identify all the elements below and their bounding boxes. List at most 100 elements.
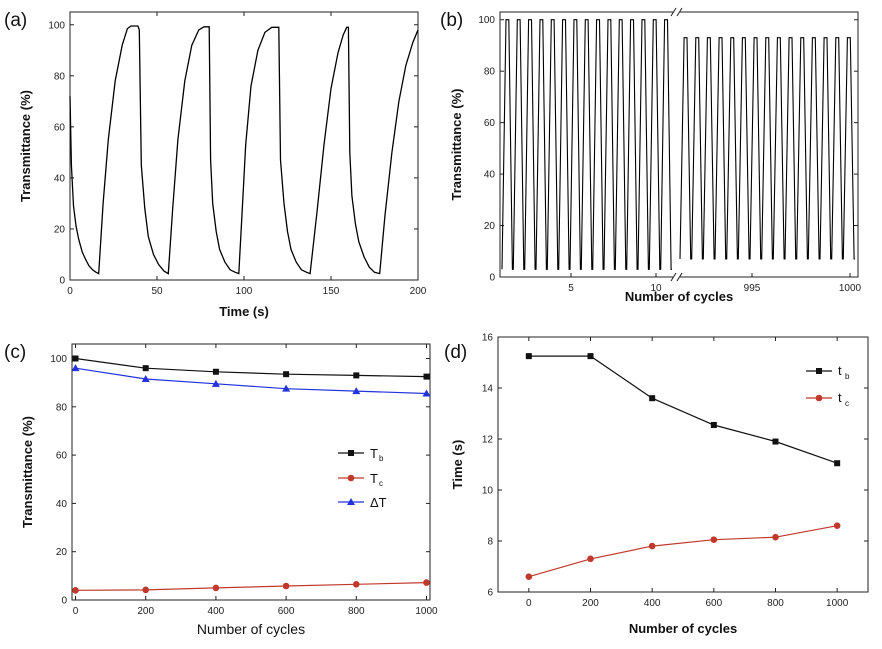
data-point [648,542,656,550]
x-tick-label: 1000 [415,606,438,617]
legend-subscript: b [379,454,384,463]
data-point [283,371,290,378]
y-tick-label: 80 [484,67,496,78]
x-axis-label: Time (s) [219,304,269,319]
plot-frame [69,11,419,281]
y-tick-label: 100 [50,354,67,365]
axis-break-mark [676,272,683,282]
y-axis-label: Transmittance (%) [449,89,464,201]
plot-frame [497,336,869,593]
series-line-0 [528,355,838,464]
y-tick-label: 100 [48,20,65,31]
data-point [422,389,431,397]
x-tick-label: 800 [767,598,784,609]
legend-marker [347,498,355,505]
data-point [772,438,779,445]
panel-a: (a) 0 20 40 60 80 100 0 50 100 150 200 Time (s) Trans… [4,10,427,319]
data-point [525,353,532,360]
series-line-0 [75,357,427,378]
legend-label: T [370,446,378,461]
legend-subscript: c [845,399,849,408]
x-tick-label: 5 [568,283,574,294]
y-tick-label: 0 [59,276,65,287]
y-tick-label: 10 [482,486,494,497]
data-point [834,460,841,467]
x-tick-label: 995 [744,283,761,294]
y-tick-label: 60 [56,451,68,462]
y-tick-label: 60 [54,122,66,133]
panel-b: (b) 0 20 40 60 80 100 5 10 995 1000 Number of cycle… [440,7,862,304]
panel-label: (b) [440,10,463,31]
data-point [423,579,430,586]
series-line-cycles-2 [679,37,855,260]
data-point [772,533,779,541]
data-point [710,536,718,544]
legend-label: t [838,390,842,405]
data-point [211,379,220,387]
y-tick-label: 60 [484,118,496,129]
axis-break-mark [676,7,683,17]
x-tick-label: 400 [208,606,225,617]
data-point [352,581,360,588]
data-point [142,365,149,372]
y-tick-label: 16 [482,333,494,344]
data-point [142,586,150,594]
data-point [282,582,290,590]
x-tick-label: 200 [137,606,154,617]
data-point [282,384,291,392]
legend-marker [816,368,822,374]
y-tick-label: 80 [54,71,66,82]
data-point [587,555,594,563]
data-point [525,573,533,580]
legend: t bt c [806,363,850,408]
data-point [833,522,841,529]
data-point [141,375,150,383]
data-point [212,584,220,592]
y-tick-label: 6 [487,588,493,599]
x-tick-label: 10 [650,283,662,294]
x-tick-label: 0 [526,598,532,609]
x-tick-label: 100 [236,286,253,297]
y-tick-label: 12 [482,435,494,446]
legend-label: T [370,471,378,486]
x-tick-label: 50 [151,286,163,297]
panel-label: (c) [4,342,26,363]
y-tick-label: 40 [56,499,68,510]
x-tick-label: 600 [705,598,722,609]
y-tick-label: 0 [61,596,67,607]
y-tick-label: 8 [487,537,493,548]
data-point [353,372,360,379]
axis-break-mark [670,7,677,17]
series-line-2 [75,367,427,395]
x-axis-label: Number of cycles [629,621,737,636]
y-tick-label: 14 [482,384,494,395]
series-line-1 [75,582,427,591]
legend-marker [815,394,823,402]
y-tick-label: 100 [478,15,495,26]
x-tick-label: 200 [582,598,599,609]
data-point [649,395,656,402]
x-tick-label: 0 [73,606,79,617]
y-tick-label: 20 [56,547,68,558]
y-tick-label: 0 [489,273,495,284]
legend-marker [348,450,354,456]
data-point [587,353,594,360]
x-tick-label: 0 [67,286,73,297]
y-axis-label: Transmittance (%) [20,416,35,528]
y-tick-label: 20 [54,224,66,235]
data-point [71,364,80,372]
legend-marker [347,474,355,482]
axis-break-gap [673,272,680,282]
x-tick-label: 600 [278,606,295,617]
x-axis-label: Number of cycles [625,289,733,304]
x-tick-label: 200 [410,286,427,297]
x-tick-label: 1000 [839,283,862,294]
data-point [72,587,79,594]
legend-label: ΔT [370,495,387,510]
series-line-cycles-1 [501,19,672,270]
y-tick-label: 20 [484,221,496,232]
x-tick-label: 400 [644,598,661,609]
